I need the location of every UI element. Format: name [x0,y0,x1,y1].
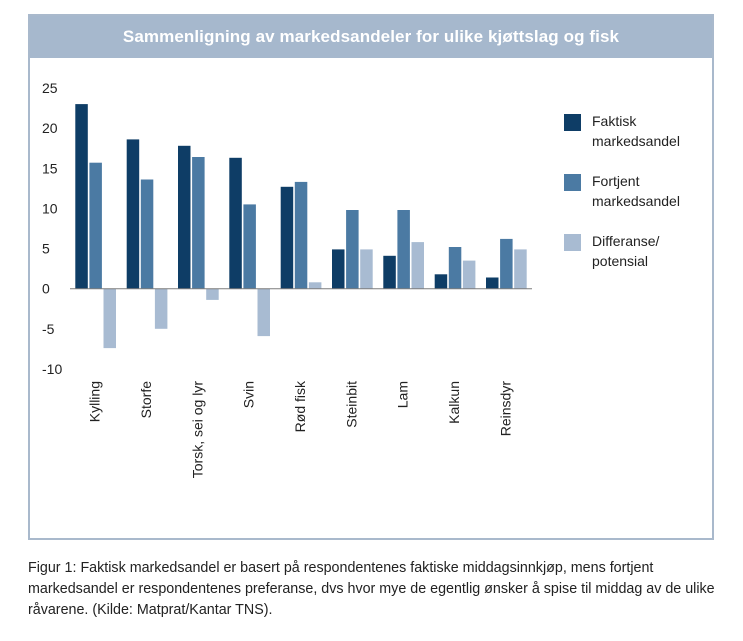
bar [140,179,154,289]
legend-label: Differanse/ [592,233,660,249]
bar [126,139,140,289]
bar [448,247,462,289]
bar [178,145,191,289]
y-tick-label: 0 [42,281,50,297]
legend-swatch [564,234,581,251]
y-tick-label: -10 [42,361,62,377]
bar [462,260,476,289]
x-tick-label: Svin [241,381,257,408]
bar [383,255,396,289]
y-tick-label: -5 [42,321,55,337]
bar [229,157,242,289]
bar [294,181,308,289]
bar [75,104,88,289]
bar [434,274,448,289]
bar [257,288,270,337]
legend-label: markedsandel [592,193,680,209]
x-tick-label: Reinsdyr [497,381,513,437]
x-tick-label: Steinbit [343,381,359,428]
bar [154,288,168,329]
bar [500,238,513,289]
legend-label: Faktisk [592,113,637,129]
legend-label: Fortjent [592,173,640,189]
chart-frame: Sammenligning av markedsandeler for ulik… [28,14,714,540]
bar [89,162,102,289]
bar [206,288,219,300]
bar [360,249,373,289]
bar [346,210,359,289]
y-tick-label: 20 [42,120,58,136]
bar [280,186,294,289]
bar [411,242,424,289]
x-tick-label: Kalkun [446,381,462,424]
legend-label: potensial [592,253,648,269]
legend-swatch [564,174,581,191]
bar [332,249,345,289]
y-tick-label: 10 [42,200,58,216]
y-tick-label: 5 [42,241,50,257]
bar [308,282,322,289]
bar [486,277,499,289]
x-tick-label: Torsk, sei og lyr [189,381,205,479]
figure-caption: Figur 1: Faktisk markedsandel er basert … [28,560,715,618]
x-tick-label: Kylling [87,381,103,422]
bar [192,157,205,289]
bar [243,204,256,289]
chart-title: Sammenligning av markedsandeler for ulik… [30,16,712,58]
bar-chart: 25 20 15 10 5 0 -5 -10 Kylling Storfe Torsk, sei o… [42,80,680,479]
bar [103,288,116,349]
x-tick-label: Storfe [138,381,154,419]
y-tick-label: 25 [42,80,58,96]
x-tick-label: Rød fisk [292,380,308,432]
legend-label: markedsandel [592,133,680,149]
bar [397,210,410,289]
bar [514,249,527,289]
y-tick-label: 15 [42,160,58,176]
legend-swatch [564,114,581,131]
x-tick-label: Lam [395,381,411,408]
